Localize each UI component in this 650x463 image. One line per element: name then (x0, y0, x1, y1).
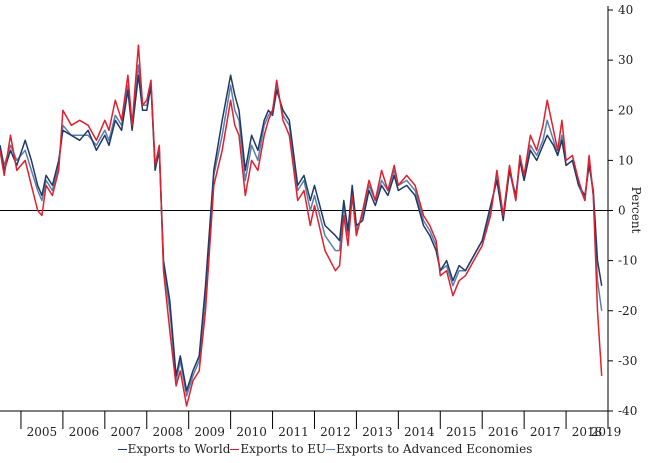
x-tick-label: 2017 (530, 425, 561, 439)
legend-swatch-world (117, 449, 127, 450)
legend-item-world: Exports to World (117, 442, 231, 456)
x-tick-label: 2010 (236, 425, 267, 439)
y-tick-label: -20 (618, 304, 637, 318)
x-tick-label: 2012 (320, 425, 351, 439)
x-tick-label: 2005 (27, 425, 58, 439)
y-tick-label: -30 (618, 354, 637, 368)
legend-label-advanced: Exports to Advanced Economies (336, 442, 533, 456)
series-line-exports-to-world (0, 74, 603, 392)
y-tick-label: 30 (618, 53, 633, 67)
x-tick-label: 2008 (152, 425, 183, 439)
legend-label-eu: Exports to EU (240, 442, 327, 456)
y-tick-label: -40 (618, 404, 637, 418)
x-tick-label: 2018 (572, 425, 603, 439)
y-tick-label: -10 (618, 254, 637, 268)
x-tick-label: 2011 (278, 425, 309, 439)
legend-swatch-advanced (326, 449, 336, 450)
legend-label-world: Exports to World (127, 442, 231, 456)
x-tick-label: 2006 (69, 425, 100, 439)
y-tick-label: 40 (618, 3, 633, 17)
series-layer (0, 44, 603, 407)
x-tick-label: 2013 (362, 425, 393, 439)
legend-item-advanced: Exports to Advanced Economies (326, 442, 532, 456)
y-tick-label: 0 (618, 204, 626, 218)
x-tick-label: 2014 (404, 425, 435, 439)
y-tick-label: 20 (618, 103, 633, 117)
legend-item-eu: Exports to EU (230, 442, 326, 456)
legend: Exports to World Exports to EU Exports to … (0, 442, 650, 456)
y-tick-label: 10 (618, 153, 633, 167)
series-line-exports-to-eu (0, 44, 603, 407)
y-axis-title: Percent (629, 187, 643, 234)
x-tick-label: 2015 (446, 425, 477, 439)
x-tick-label: 2019 (591, 425, 622, 439)
x-tick-label: 2009 (194, 425, 225, 439)
legend-swatch-eu (230, 449, 240, 450)
x-tick-label: 2007 (111, 425, 142, 439)
x-tick-label: 2016 (488, 425, 519, 439)
series-line-exports-to-advanced-economies (0, 64, 603, 397)
